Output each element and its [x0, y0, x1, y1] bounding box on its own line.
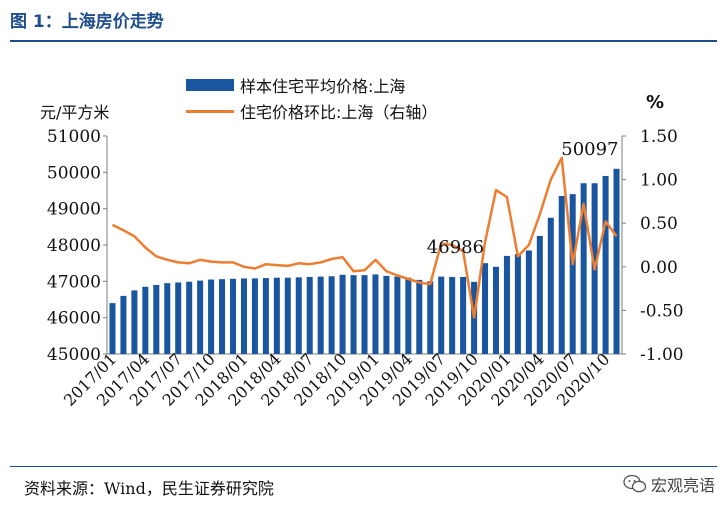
- price-bar: [295, 277, 302, 354]
- price-bar: [416, 279, 423, 354]
- left-tick-label: 47000: [47, 272, 101, 292]
- left-tick-label: 46000: [47, 309, 101, 329]
- price-bar: [427, 281, 434, 354]
- shanghai-price-chart: 45000 46000 47000 48000 49000 50000 51000 -1.00…: [47, 127, 684, 410]
- price-bar: [284, 277, 291, 354]
- right-tick-label: 0.00: [640, 258, 678, 278]
- price-bar: [503, 255, 510, 354]
- legend-item-line: 住宅价格环比:上海（右轴）: [186, 98, 437, 124]
- price-bar: [580, 183, 587, 354]
- price-bar: [613, 168, 620, 354]
- price-bar: [492, 266, 500, 354]
- price-bar: [438, 276, 445, 354]
- right-tick-label: -1.00: [640, 345, 684, 365]
- price-bar: [460, 276, 467, 354]
- price-bar: [306, 276, 313, 354]
- price-bar: [317, 276, 324, 354]
- source-rule: [10, 466, 717, 467]
- price-bar: [251, 278, 258, 354]
- chart-legend: 样本住宅平均价格:上海 住宅价格环比:上海（右轴）: [186, 72, 437, 124]
- price-bar: [602, 175, 609, 354]
- price-bar: [186, 281, 193, 354]
- watermark: 宏观亮语: [623, 472, 715, 496]
- legend-bar-swatch: [186, 79, 234, 91]
- price-bar: [361, 275, 368, 354]
- left-axis-unit: 元/平方米: [40, 103, 110, 122]
- right-tick-label: 0.50: [640, 214, 678, 234]
- left-tick-label: 45000: [47, 345, 101, 365]
- price-bar: [273, 277, 280, 354]
- legend-line-label: 住宅价格环比:上海（右轴）: [240, 103, 438, 122]
- price-bar: [383, 275, 390, 354]
- price-bar: [229, 278, 237, 354]
- price-bar: [339, 274, 346, 354]
- price-bar: [449, 276, 456, 354]
- price-bar: [197, 280, 204, 354]
- legend-bar-label: 样本住宅平均价格:上海: [240, 77, 406, 96]
- price-bar: [350, 275, 357, 354]
- price-bar: [109, 303, 116, 354]
- wechat-icon: [623, 474, 647, 493]
- price-bar: [394, 276, 401, 354]
- left-tick-label: 50000: [47, 163, 101, 183]
- price-bar: [208, 279, 215, 354]
- source-note: 资料来源：Wind，民生证券研究院: [24, 479, 274, 498]
- mom-change-line: [111, 156, 618, 319]
- right-tick-label: 1.50: [640, 127, 678, 147]
- data-label-annotation: 50097: [561, 139, 618, 160]
- price-bar: [240, 278, 247, 354]
- price-bar: [142, 286, 149, 354]
- price-bar: [482, 263, 489, 354]
- price-bar: [153, 284, 160, 354]
- left-tick-label: 51000: [47, 127, 101, 147]
- price-bar: [175, 282, 182, 354]
- price-bar: [120, 295, 127, 354]
- price-bar: [547, 217, 554, 354]
- price-bar: [569, 194, 576, 354]
- left-tick-label: 48000: [47, 236, 101, 256]
- price-bar: [514, 254, 521, 354]
- price-bar: [558, 195, 565, 354]
- price-bar: [372, 274, 379, 354]
- price-bar: [536, 235, 543, 354]
- price-bar: [219, 279, 226, 354]
- watermark-text: 宏观亮语: [650, 476, 715, 495]
- price-bar: [164, 283, 171, 354]
- price-bar: [131, 290, 138, 354]
- title-rule: [10, 40, 717, 42]
- price-bar: [405, 277, 412, 354]
- left-tick-label: 49000: [47, 200, 101, 220]
- figure-title: 图 1：上海房价走势: [10, 12, 164, 32]
- right-tick-label: -0.50: [640, 301, 684, 321]
- price-bar: [525, 250, 532, 354]
- right-axis-unit: %: [646, 92, 665, 113]
- data-label-annotation: 46986: [427, 237, 484, 258]
- legend-item-bar: 样本住宅平均价格:上海: [186, 72, 437, 98]
- price-bar: [262, 278, 269, 354]
- price-bar: [328, 276, 335, 354]
- legend-line-swatch: [186, 109, 234, 113]
- right-tick-label: 1.00: [640, 171, 678, 191]
